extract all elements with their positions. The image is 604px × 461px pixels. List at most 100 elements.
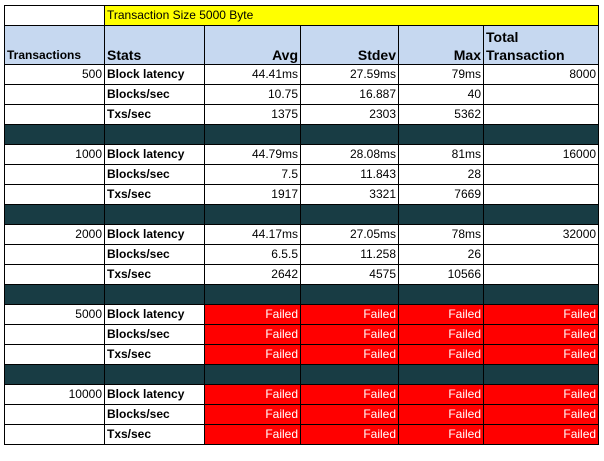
max-cell: Failed — [398, 404, 484, 425]
table-row: 2000 Block latency 44.17ms 27.05ms 78ms 32000 — [4, 224, 600, 245]
stat-label-cell: Block latency — [104, 224, 205, 245]
separator-cell — [204, 204, 301, 225]
max-cell: Failed — [398, 424, 484, 445]
transactions-cell — [4, 104, 105, 125]
stat-label-cell: Block latency — [104, 64, 205, 85]
stdev-cell: 3321 — [300, 184, 399, 205]
avg-cell: 44.17ms — [204, 224, 301, 245]
avg-cell: 7.5 — [204, 164, 301, 185]
transactions-cell — [4, 344, 105, 365]
separator-cell — [104, 364, 205, 385]
total-cell: Failed — [482, 384, 600, 405]
header-transactions: Transactions — [4, 25, 105, 65]
separator-cell — [398, 364, 484, 385]
total-cell — [482, 164, 600, 185]
stdev-cell: 27.05ms — [300, 224, 399, 245]
separator-cell — [4, 364, 105, 385]
transactions-cell: 5000 — [4, 304, 105, 325]
stdev-cell: 16.887 — [300, 84, 399, 105]
stdev-cell: 28.08ms — [300, 144, 399, 165]
stat-label-cell: Txs/sec — [104, 424, 205, 445]
stat-label-cell: Blocks/sec — [104, 404, 205, 425]
avg-cell: Failed — [204, 424, 301, 445]
total-cell: Failed — [482, 404, 600, 425]
table-row: 1000 Block latency 44.79ms 28.08ms 81ms 16000 — [4, 144, 600, 165]
separator-cell — [4, 284, 105, 305]
avg-cell: 44.79ms — [204, 144, 301, 165]
stat-label-cell: Txs/sec — [104, 344, 205, 365]
avg-cell: 44.41ms — [204, 64, 301, 85]
table-title: Transaction Size 5000 Byte — [103, 5, 600, 26]
group-separator-row — [4, 124, 600, 145]
header-avg: Avg — [204, 25, 301, 65]
stdev-cell: Failed — [300, 424, 399, 445]
max-cell: 28 — [398, 164, 484, 185]
total-cell: Failed — [482, 344, 600, 365]
separator-cell — [482, 284, 600, 305]
separator-cell — [398, 284, 484, 305]
separator-cell — [104, 124, 205, 145]
separator-cell — [482, 364, 600, 385]
header-total-line2: Transaction — [486, 47, 565, 63]
max-cell: Failed — [398, 344, 484, 365]
results-table: Transaction Size 5000 Byte Transactions … — [4, 5, 600, 445]
group-separator-row — [4, 204, 600, 225]
separator-cell — [300, 364, 399, 385]
group-separator-row — [4, 284, 600, 305]
header-total-transaction: Total Transaction — [482, 25, 600, 65]
max-cell: Failed — [398, 304, 484, 325]
stat-label-cell: Block latency — [104, 144, 205, 165]
avg-cell: Failed — [204, 404, 301, 425]
table-row: Txs/sec Failed Failed Failed Failed — [4, 344, 600, 365]
table-row: 500 Block latency 44.41ms 27.59ms 79ms 8000 — [4, 64, 600, 85]
total-cell: 32000 — [482, 224, 600, 245]
total-cell: Failed — [482, 424, 600, 445]
stdev-cell: Failed — [300, 344, 399, 365]
avg-cell: Failed — [204, 384, 301, 405]
max-cell: 81ms — [398, 144, 484, 165]
max-cell: 40 — [398, 84, 484, 105]
avg-cell: 6.5.5 — [204, 244, 301, 265]
separator-cell — [204, 124, 301, 145]
total-cell — [482, 104, 600, 125]
max-cell: 26 — [398, 244, 484, 265]
total-cell: 16000 — [482, 144, 600, 165]
max-cell: Failed — [398, 324, 484, 345]
stdev-cell: Failed — [300, 404, 399, 425]
stat-label-cell: Txs/sec — [104, 104, 205, 125]
table-row: Txs/sec Failed Failed Failed Failed — [4, 424, 600, 445]
total-cell: Failed — [482, 304, 600, 325]
transactions-cell: 10000 — [4, 384, 105, 405]
stat-label-cell: Blocks/sec — [104, 244, 205, 265]
separator-cell — [204, 284, 301, 305]
header-stats: Stats — [104, 25, 205, 65]
avg-cell: 1917 — [204, 184, 301, 205]
separator-cell — [398, 124, 484, 145]
total-cell — [482, 264, 600, 285]
header-max: Max — [398, 25, 484, 65]
separator-cell — [300, 284, 399, 305]
max-cell: 10566 — [398, 264, 484, 285]
max-cell: 78ms — [398, 224, 484, 245]
header-stdev: Stdev — [300, 25, 399, 65]
total-cell — [482, 244, 600, 265]
separator-cell — [104, 284, 205, 305]
stdev-cell: 4575 — [300, 264, 399, 285]
empty-corner-cell — [4, 5, 105, 26]
table-row: Txs/sec 1375 2303 5362 — [4, 104, 600, 125]
separator-cell — [398, 204, 484, 225]
avg-cell: Failed — [204, 324, 301, 345]
stdev-cell: 2303 — [300, 104, 399, 125]
transactions-cell — [4, 84, 105, 105]
stat-label-cell: Txs/sec — [104, 264, 205, 285]
stat-label-cell: Blocks/sec — [104, 324, 205, 345]
stat-label-cell: Blocks/sec — [104, 164, 205, 185]
transactions-cell — [4, 164, 105, 185]
transactions-cell — [4, 424, 105, 445]
separator-cell — [204, 364, 301, 385]
separator-cell — [300, 124, 399, 145]
stat-label-cell: Block latency — [104, 384, 205, 405]
table-row: Blocks/sec 6.5.5 11.258 26 — [4, 244, 600, 265]
transactions-cell: 500 — [4, 64, 105, 85]
max-cell: Failed — [398, 384, 484, 405]
